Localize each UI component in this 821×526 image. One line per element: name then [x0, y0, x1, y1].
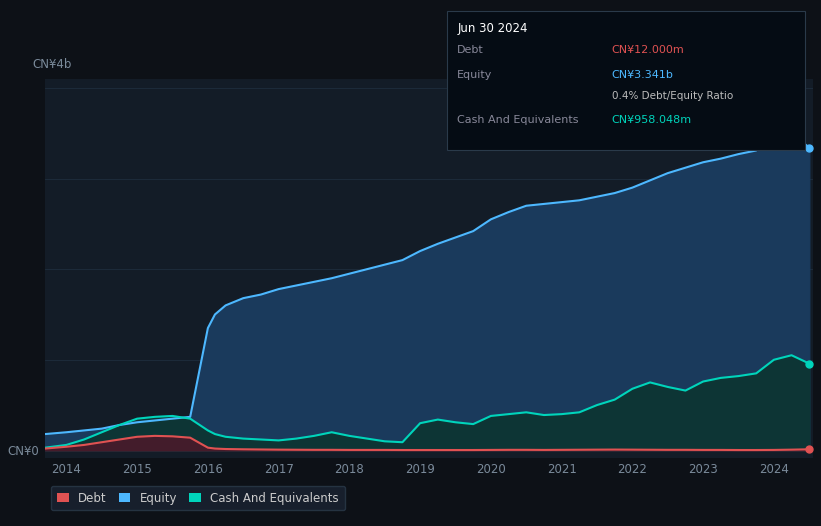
Text: CN¥12.000m: CN¥12.000m: [612, 45, 685, 55]
Text: Cash And Equivalents: Cash And Equivalents: [457, 115, 579, 125]
Text: Jun 30 2024: Jun 30 2024: [457, 22, 528, 35]
Text: CN¥958.048m: CN¥958.048m: [612, 115, 692, 125]
Text: Debt: Debt: [457, 45, 484, 55]
Text: 0.4% Debt/Equity Ratio: 0.4% Debt/Equity Ratio: [612, 92, 733, 102]
Text: CN¥3.341b: CN¥3.341b: [612, 70, 673, 80]
Legend: Debt, Equity, Cash And Equivalents: Debt, Equity, Cash And Equivalents: [51, 485, 345, 510]
Text: Equity: Equity: [457, 70, 493, 80]
Text: CN¥4b: CN¥4b: [33, 58, 72, 71]
